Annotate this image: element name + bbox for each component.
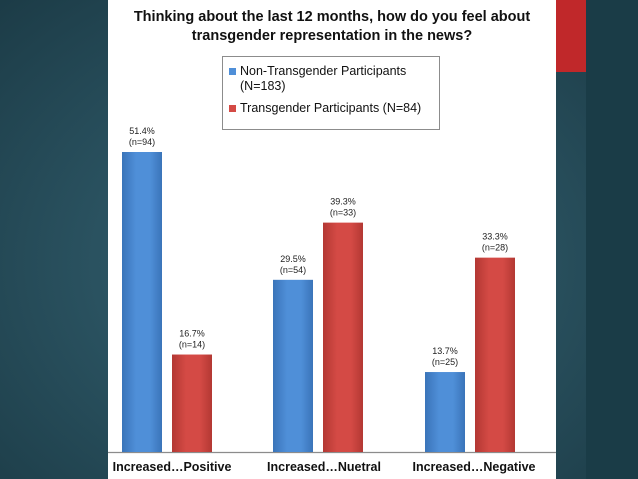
chart-title-line-1: Thinking about the last 12 months, how d… [133,9,531,25]
legend-swatch-transgender [229,105,236,112]
data-label-pct-transgender-positive: 16.7% [179,329,205,339]
chart-legend: Non-Transgender Participants (N=183) Tra… [222,56,440,130]
legend-item-transgender: Transgender Participants (N=84) [229,101,439,116]
x-tick-label-neutral: Increased…Nuetral [267,460,381,474]
data-label-pct-non-transgender-positive: 51.4% [129,126,155,136]
legend-item-non-transgender: Non-Transgender Participants (N=183) [229,64,429,94]
bar-non-transgender-negative [425,372,465,452]
chart-title-line-2: transgender representation in the news? [191,28,473,44]
bar-chart: 51.4%(n=94)29.5%(n=54)13.7%(n=25)16.7%(n… [108,126,556,454]
data-label-count-transgender-neutral: (n=33) [330,208,356,218]
data-label-pct-transgender-negative: 33.3% [482,232,508,242]
bar-non-transgender-positive [122,152,162,452]
data-label-pct-transgender-neutral: 39.3% [330,197,356,207]
legend-label-transgender: Transgender Participants (N=84) [240,101,422,115]
legend-text-non-transgender: Non-Transgender Participants (N=183) [240,64,406,94]
chart-panel: Thinking about the last 12 months, how d… [108,0,556,479]
data-label-count-non-transgender-positive: (n=94) [129,137,155,147]
data-label-pct-non-transgender-neutral: 29.5% [280,254,306,264]
bar-transgender-neutral [323,222,363,452]
legend-swatch-non-transgender [229,68,236,75]
data-label-count-non-transgender-neutral: (n=54) [280,265,306,275]
data-label-count-transgender-negative: (n=28) [482,243,508,253]
bar-transgender-positive [172,354,212,452]
chart-title: Thinking about the last 12 months, how d… [108,8,556,46]
bar-non-transgender-neutral [273,279,313,452]
bar-transgender-negative [475,257,515,452]
data-label-count-non-transgender-negative: (n=25) [432,357,458,367]
x-tick-label-negative: Increased…Negative [412,460,536,474]
x-tick-label-positive: Increased…Positive [112,460,232,474]
data-label-count-transgender-positive: (n=14) [179,340,205,350]
data-label-pct-non-transgender-negative: 13.7% [432,346,458,356]
legend-label-line-1: Non-Transgender Participants [240,64,407,78]
slide-accent-red-bar [556,0,586,72]
legend-label-line-2: (N=183) [240,79,286,93]
slide-accent-dark-bar [586,0,638,479]
